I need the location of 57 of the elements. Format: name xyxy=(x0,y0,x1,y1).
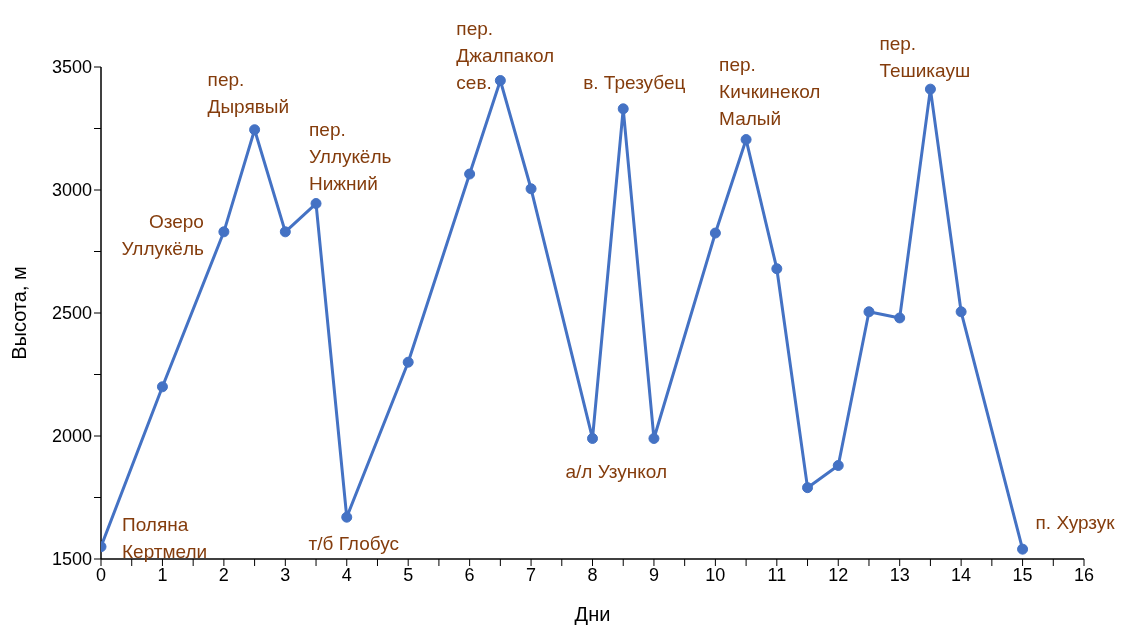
annotation: пер. Джалпакол сев. xyxy=(456,17,555,93)
annotation: а/л Узункол xyxy=(565,461,667,483)
x-tick-label: 8 xyxy=(587,564,598,585)
annotation: п. Хурзук xyxy=(1035,512,1116,534)
annotation: пер. Уллукёль Нижний xyxy=(309,118,392,194)
x-tick-label: 12 xyxy=(828,564,849,585)
point xyxy=(832,460,844,472)
y-tick-label: 3500 xyxy=(51,57,92,78)
x-axis-title: Дни xyxy=(574,603,611,625)
x-tick-label: 6 xyxy=(464,564,475,585)
y-axis-title: Высота, м xyxy=(8,266,31,360)
point xyxy=(771,263,783,275)
point xyxy=(464,168,476,180)
point xyxy=(924,83,936,95)
x-tick-label: 2 xyxy=(218,564,229,585)
annotation: пер. Тешикауш xyxy=(879,33,971,82)
point xyxy=(617,103,629,115)
annotation: Поляна Кертмели xyxy=(122,513,208,562)
point xyxy=(1017,543,1029,555)
x-tick-label: 5 xyxy=(403,564,414,585)
y-tick-label: 1500 xyxy=(51,549,92,570)
point xyxy=(894,312,906,324)
point xyxy=(709,227,721,239)
x-tick-label: 11 xyxy=(767,564,787,585)
x-tick-label: 9 xyxy=(648,564,659,585)
x-tick-label: 3 xyxy=(280,564,291,585)
point xyxy=(525,183,537,195)
x-tick-label: 16 xyxy=(1073,564,1095,585)
y-tick-label: 3000 xyxy=(51,180,92,201)
x-tick-label: 13 xyxy=(889,564,910,585)
point xyxy=(802,482,814,494)
point xyxy=(279,226,291,238)
point xyxy=(310,198,322,210)
annotation: пер. Кичкинекол Малый xyxy=(719,53,821,129)
point xyxy=(863,306,875,318)
point xyxy=(249,124,261,136)
annotation: Озеро Уллукёль xyxy=(121,210,204,259)
x-tick-label: 1 xyxy=(157,564,168,585)
x-tick-label: 7 xyxy=(526,564,537,585)
x-tick-label: 15 xyxy=(1012,564,1033,585)
point xyxy=(648,432,660,444)
annotation: пер. Дырявый xyxy=(207,68,290,117)
point xyxy=(156,381,168,393)
x-tick-label: 4 xyxy=(341,564,352,585)
point xyxy=(587,432,598,444)
point xyxy=(402,356,414,368)
annotation: в. Трезубец xyxy=(583,71,686,93)
x-tick-label: 0 xyxy=(95,564,107,585)
x-tick-label: 14 xyxy=(951,564,972,585)
point xyxy=(740,134,752,146)
point xyxy=(341,511,353,523)
y-tick-label: 2000 xyxy=(51,426,92,447)
y-tick-label: 2500 xyxy=(51,303,92,324)
point xyxy=(955,306,967,318)
x-tick-label: 10 xyxy=(705,564,726,585)
point xyxy=(218,226,230,238)
annotation: т/б Глобус xyxy=(308,533,399,555)
